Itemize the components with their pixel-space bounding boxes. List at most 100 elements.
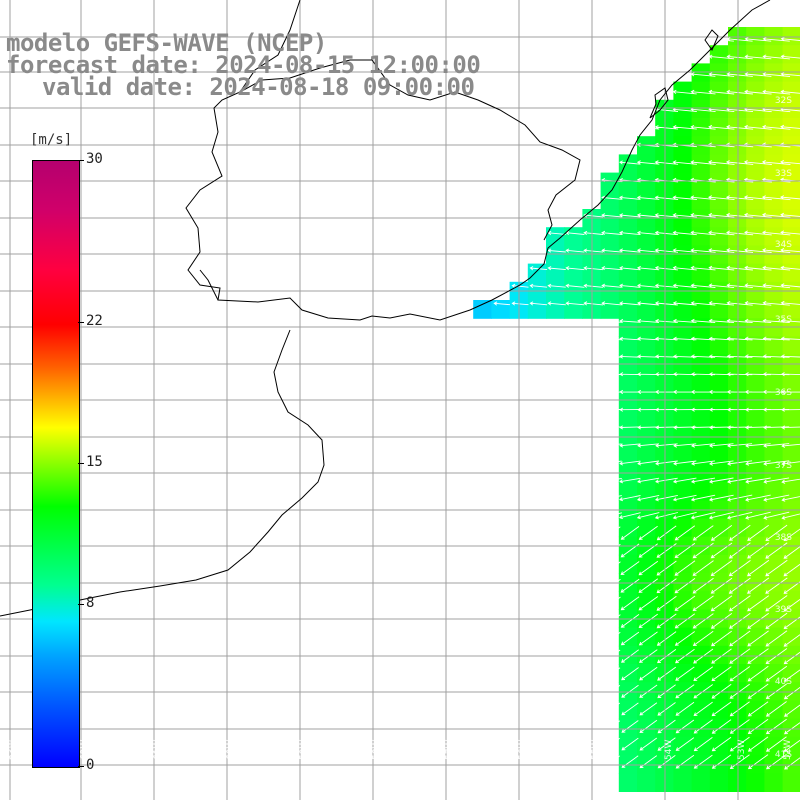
wind-speed-cell xyxy=(709,45,729,64)
wind-arrow xyxy=(636,494,660,502)
latitude-label: 40S xyxy=(775,677,792,687)
wind-arrow xyxy=(762,54,790,60)
wind-arrow xyxy=(711,683,732,699)
wind-speed-cell xyxy=(728,445,747,465)
wind-arrow xyxy=(780,372,800,377)
longitude-label: 59W xyxy=(299,740,309,760)
wind-arrow xyxy=(747,665,769,682)
wind-arrow xyxy=(637,301,660,306)
wind-speed-cell xyxy=(691,227,711,246)
wind-speed-cell xyxy=(673,409,693,428)
wind-speed-cell xyxy=(746,409,765,428)
wind-arrow xyxy=(673,460,697,466)
wind-arrow xyxy=(726,283,753,289)
wind-arrow xyxy=(675,719,695,734)
colorbar-label: 8 xyxy=(86,595,95,612)
wind-arrow xyxy=(762,300,790,306)
wind-arrow xyxy=(638,578,659,593)
wind-arrow xyxy=(672,511,697,520)
wind-arrow xyxy=(783,598,800,612)
wind-arrow xyxy=(744,300,772,306)
longitude-label: 57W xyxy=(445,740,455,760)
wind-arrow xyxy=(603,755,620,768)
wind-speed-cell xyxy=(764,664,784,683)
wind-speed-cell xyxy=(673,627,693,647)
wind-arrow xyxy=(654,213,679,218)
wind-speed-cell xyxy=(764,645,784,665)
wind-arrow xyxy=(691,460,715,466)
coastline xyxy=(0,0,771,617)
wind-arrow xyxy=(674,560,696,576)
wind-arrow xyxy=(601,512,623,520)
wind-arrow xyxy=(601,283,622,288)
wind-speed-cell xyxy=(709,445,729,465)
wind-arrow xyxy=(511,283,529,288)
wind-arrow xyxy=(780,72,800,77)
wind-speed-cell xyxy=(618,573,638,592)
wind-arrow xyxy=(710,595,733,612)
wind-arrow xyxy=(602,614,621,628)
wind-arrow xyxy=(637,425,659,430)
wind-arrow xyxy=(636,512,660,520)
wind-arrow xyxy=(639,666,658,681)
wind-arrow xyxy=(710,560,733,576)
wind-speed-cell xyxy=(728,591,747,610)
wind-arrow xyxy=(765,630,788,647)
wind-arrow xyxy=(637,372,660,377)
wind-arrow xyxy=(583,213,604,218)
wind-arrow xyxy=(637,477,660,484)
wind-arrow xyxy=(583,319,604,324)
wind-arrow xyxy=(602,561,621,575)
wind-arrow xyxy=(708,89,735,95)
wind-speed-cell xyxy=(691,63,711,83)
wind-arrow xyxy=(708,248,735,253)
model-title: modelo GEFS-WAVE (NCEP) xyxy=(6,29,327,57)
wind-arrow xyxy=(621,702,639,716)
wind-arrow xyxy=(672,283,697,288)
wind-arrow xyxy=(744,124,772,130)
wind-speed-cell xyxy=(782,190,800,210)
wind-arrow xyxy=(783,546,800,559)
wind-arrow xyxy=(726,511,753,520)
wind-speed-cell xyxy=(673,664,693,683)
wind-speed-cell xyxy=(618,300,638,319)
wind-speed-cell xyxy=(728,172,747,192)
wind-arrow xyxy=(781,407,800,412)
wind-arrow xyxy=(675,666,695,681)
wind-arrow xyxy=(780,36,800,42)
wind-arrow xyxy=(761,195,791,201)
wind-speed-cell xyxy=(782,554,800,574)
wind-arrow xyxy=(743,195,772,201)
wind-speed-cell xyxy=(709,63,729,83)
wind-arrow xyxy=(780,354,800,359)
wind-speed-cell xyxy=(637,591,656,610)
wind-arrow xyxy=(708,265,735,271)
wind-arrow xyxy=(747,559,770,577)
wind-arrow xyxy=(766,754,787,770)
wind-speed-cell xyxy=(709,755,729,774)
wind-arrow xyxy=(726,72,753,77)
wind-speed-cell xyxy=(637,154,656,174)
wind-arrow xyxy=(725,195,754,201)
wind-arrow xyxy=(711,666,732,682)
wind-speed-cell xyxy=(728,518,747,538)
wind-arrow xyxy=(763,511,790,520)
wind-arrow xyxy=(672,318,697,324)
wind-arrow xyxy=(601,319,622,324)
wind-arrow xyxy=(744,89,772,95)
wind-arrow xyxy=(727,460,753,466)
wind-arrow xyxy=(637,283,660,288)
wind-speed-cell xyxy=(728,63,747,83)
wind-speed-cell xyxy=(618,518,638,538)
wind-arrow xyxy=(744,265,772,271)
wind-arrow xyxy=(619,160,641,165)
wind-arrow xyxy=(692,577,714,594)
wind-speed-cell xyxy=(546,263,565,283)
wind-arrow xyxy=(693,754,713,769)
wind-speed-cell xyxy=(782,409,800,428)
wind-arrow xyxy=(726,36,753,42)
wind-arrow xyxy=(766,736,787,752)
wind-speed-cell xyxy=(709,554,729,574)
wind-arrow xyxy=(690,212,716,218)
